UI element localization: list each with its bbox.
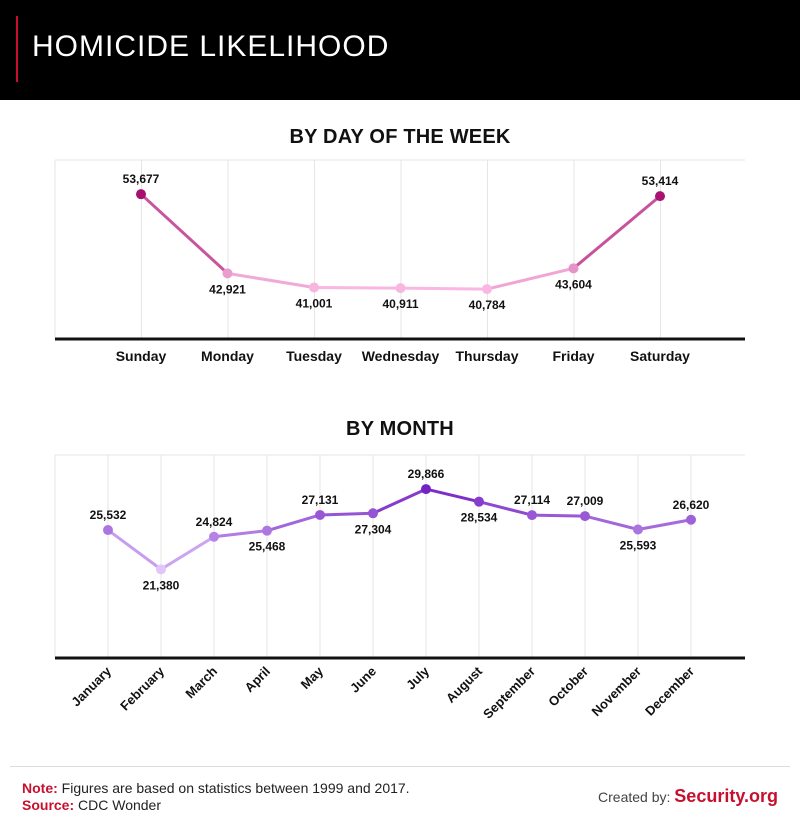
data-point <box>568 263 579 274</box>
series-line-segment <box>312 285 402 290</box>
series-line-segment <box>477 500 534 517</box>
data-label: 42,921 <box>209 282 246 296</box>
x-tick-label: January <box>68 663 114 709</box>
data-label: 27,304 <box>355 522 392 536</box>
series-line-segment <box>572 194 662 270</box>
data-point <box>527 510 537 521</box>
data-point <box>395 283 406 294</box>
footnote-note: Note: Figures are based on statistics be… <box>22 780 410 796</box>
series-line-segment <box>212 529 269 539</box>
data-point <box>309 282 319 293</box>
series-line-segment <box>318 511 375 517</box>
data-label: 41,001 <box>296 296 333 310</box>
note-label: Note: <box>22 780 58 796</box>
x-tick-label: Tuesday <box>286 348 342 364</box>
series-line-segment <box>530 513 587 518</box>
x-tick-label: February <box>117 663 167 713</box>
data-label: 53,414 <box>642 174 679 188</box>
x-tick-label: Saturday <box>630 348 690 364</box>
series-line-segment <box>636 518 693 531</box>
series-line-segment <box>226 271 316 289</box>
series-line-segment <box>265 513 322 533</box>
footnote-source: Source: CDC Wonder <box>22 797 161 813</box>
data-point <box>655 191 665 202</box>
data-point <box>262 525 272 536</box>
x-tick-label: August <box>443 663 486 706</box>
data-label: 27,009 <box>567 494 604 508</box>
x-tick-label: September <box>480 664 538 722</box>
data-label: 25,532 <box>90 508 127 522</box>
data-point <box>686 514 696 525</box>
x-tick-label: July <box>403 663 433 693</box>
x-tick-label: December <box>642 664 697 719</box>
series-line-segment <box>159 535 216 571</box>
source-label: Source: <box>22 797 75 813</box>
data-point <box>474 496 484 507</box>
x-tick-label: October <box>545 664 591 710</box>
chart-day-of-week: 53,677 42,921 41,001 40,911 40,784 43,604 53,4… <box>54 159 745 364</box>
series-line-segment <box>106 528 163 571</box>
data-point <box>209 531 219 542</box>
data-point <box>368 508 378 519</box>
data-label: 53,677 <box>123 172 160 186</box>
x-tick-label: March <box>182 663 220 701</box>
series-line-segment <box>399 286 489 291</box>
credit-line: Created by: Security.org <box>598 786 778 807</box>
series-line-segment <box>139 192 229 275</box>
data-point <box>103 525 113 536</box>
header-banner: HOMICIDE LIKELIHOOD <box>0 0 800 100</box>
x-tick-label: Friday <box>552 348 594 364</box>
data-point <box>421 484 431 495</box>
x-tick-label: November <box>589 664 645 720</box>
series-line-segment <box>583 514 640 531</box>
chart-by-month: 25,532 21,380 24,824 25,468 27,131 27,304 29,8… <box>54 454 745 722</box>
x-tick-label: Sunday <box>116 348 167 364</box>
data-label: 25,593 <box>620 538 657 552</box>
data-label: 43,604 <box>555 277 592 291</box>
chart-title-week: BY DAY OF THE WEEK <box>289 126 511 148</box>
data-label: 21,380 <box>143 578 180 592</box>
data-point <box>136 189 146 200</box>
data-label: 40,911 <box>382 297 418 311</box>
data-point <box>156 564 166 575</box>
header-accent-rule <box>16 16 18 82</box>
created-by-label: Created by: <box>598 789 675 805</box>
x-tick-label: Monday <box>201 348 254 364</box>
data-label: 24,824 <box>196 515 233 529</box>
x-tick-label: Thursday <box>455 348 518 364</box>
series-line-segment <box>424 487 481 504</box>
data-point <box>482 284 492 295</box>
x-tick-label: June <box>347 664 379 696</box>
data-label: 27,131 <box>302 493 339 507</box>
data-label: 27,114 <box>514 493 550 507</box>
data-point <box>633 524 643 535</box>
note-text: Figures are based on statistics between … <box>57 780 410 796</box>
data-label: 29,866 <box>408 467 445 481</box>
x-tick-label: Wednesday <box>362 348 440 364</box>
x-tick-label: May <box>298 663 327 692</box>
x-tick-label: April <box>242 664 274 696</box>
brand-logo-text: Security.org <box>674 786 778 806</box>
series-line-segment <box>371 487 428 515</box>
data-point <box>580 511 590 522</box>
data-label: 28,534 <box>461 511 498 525</box>
source-text: CDC Wonder <box>74 797 162 813</box>
data-label: 40,784 <box>469 298 506 312</box>
data-label: 26,620 <box>673 498 710 512</box>
data-point <box>222 268 233 279</box>
page-title: HOMICIDE LIKELIHOOD <box>32 30 390 63</box>
footer-divider <box>10 766 790 767</box>
series-line-segment <box>485 266 575 291</box>
chart-title-month: BY MONTH <box>346 418 454 440</box>
data-point <box>315 509 325 520</box>
data-label: 25,468 <box>249 540 286 554</box>
